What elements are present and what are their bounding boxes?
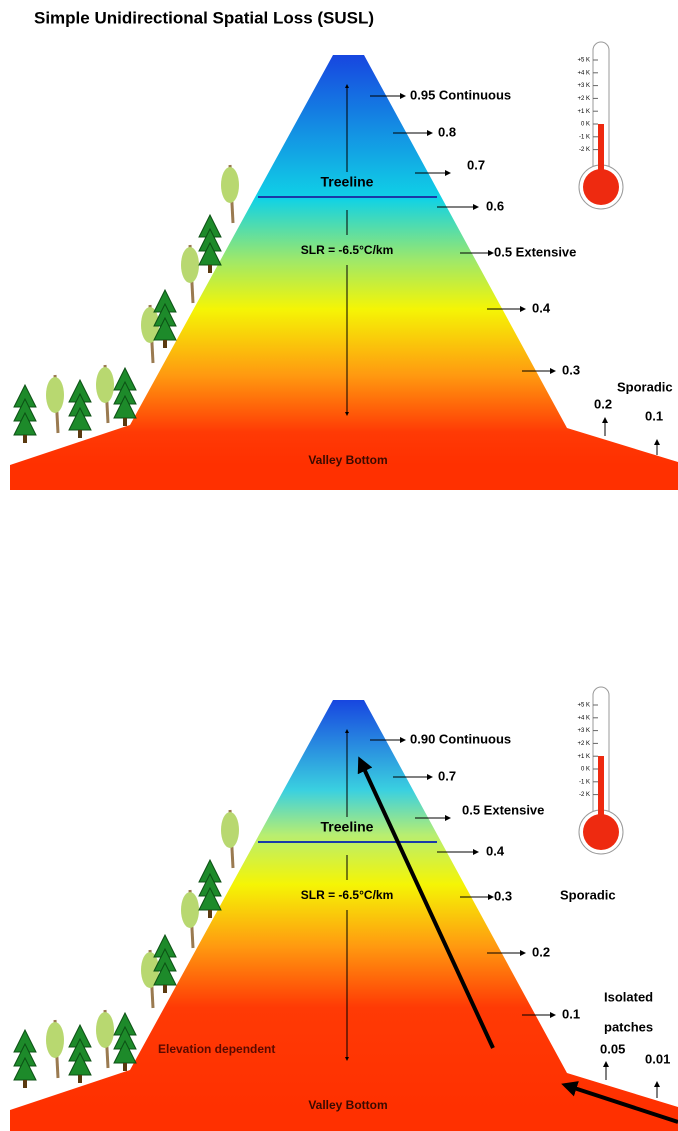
- pine-trunk: [163, 340, 167, 348]
- zone-label: 0.1: [645, 408, 663, 423]
- zone-label: 0.3: [562, 362, 580, 377]
- tree-leaves: [181, 892, 199, 928]
- pine-trunk: [78, 1075, 82, 1083]
- tree-leaves: [46, 1022, 64, 1058]
- pine-trunk: [123, 1063, 127, 1071]
- thermometer-label: 0 K: [581, 767, 590, 773]
- pine-trunk: [23, 1080, 27, 1088]
- thermometer-label: +4 K: [577, 715, 590, 721]
- thermometer-bulb: [583, 814, 619, 850]
- zone-label: 0.3: [494, 888, 512, 903]
- thermometer-label: +5 K: [577, 703, 590, 709]
- thermometer-label: -1 K: [579, 134, 590, 140]
- pine-trunk: [163, 985, 167, 993]
- zone-label: 0.2: [532, 944, 550, 959]
- thermometer-label: +1 K: [577, 754, 590, 760]
- valley-label: Valley Bottom: [308, 1098, 387, 1112]
- zone-label: Isolated: [604, 989, 653, 1004]
- valley-label: Valley Bottom: [308, 453, 387, 467]
- zone-label: 0.8: [438, 124, 456, 139]
- zone-label: Sporadic: [617, 379, 673, 394]
- pine-trunk: [123, 418, 127, 426]
- mountain: [10, 700, 678, 1131]
- pine-trunk: [78, 430, 82, 438]
- zone-label: 0.4: [532, 300, 551, 315]
- thermometer-label: +2 K: [577, 741, 590, 747]
- zone-label: 0.1: [562, 1006, 580, 1021]
- thermometer-label: -1 K: [579, 779, 590, 785]
- zone-label: 0.90 Continuous: [410, 731, 511, 746]
- treeline-label: Treeline: [321, 819, 374, 835]
- thermometer-label: +1 K: [577, 109, 590, 115]
- slr-label: SLR = -6.5°C/km: [301, 243, 394, 257]
- thermometer-label: 0 K: [581, 122, 590, 128]
- pine-trunk: [208, 265, 212, 273]
- tree-leaves: [96, 367, 114, 403]
- zone-label: 0.5 Extensive: [462, 802, 544, 817]
- treeline-label: Treeline: [321, 174, 374, 190]
- thermometer-label: +3 K: [577, 728, 590, 734]
- zone-label: 0.7: [438, 768, 456, 783]
- tree-leaves: [96, 1012, 114, 1048]
- zone-label: Sporadic: [560, 887, 616, 902]
- tree-leaves: [46, 377, 64, 413]
- zone-label: patches: [604, 1019, 653, 1034]
- tree-leaves: [181, 247, 199, 283]
- slr-label: SLR = -6.5°C/km: [301, 888, 394, 902]
- thermometer-label: +2 K: [577, 96, 590, 102]
- pine-trunk: [23, 435, 27, 443]
- title: Simple Unidirectional Spatial Loss (SUSL…: [34, 8, 374, 27]
- zone-label: 0.6: [486, 198, 504, 213]
- zone-label: 0.05: [600, 1041, 625, 1056]
- thermometer-label: -2 K: [579, 792, 590, 798]
- thermometer-label: -2 K: [579, 147, 590, 153]
- zone-label: 0.7: [467, 157, 485, 172]
- tree-leaves: [221, 812, 239, 848]
- diagram: Simple Unidirectional Spatial Loss (SUSL…: [0, 0, 678, 1131]
- thermometer-bulb: [583, 169, 619, 205]
- tree-leaves: [221, 167, 239, 203]
- zone-label: 0.5 Extensive: [494, 244, 576, 259]
- zone-label: 0.4: [486, 843, 505, 858]
- thermometer-label: +3 K: [577, 83, 590, 89]
- mountain: [10, 55, 678, 490]
- thermometer-label: +4 K: [577, 70, 590, 76]
- zone-label: 0.01: [645, 1051, 670, 1066]
- thermometer-label: +5 K: [577, 58, 590, 64]
- pine-trunk: [208, 910, 212, 918]
- elevation-label: Elevation dependent: [158, 1042, 275, 1056]
- zone-label: 0.2: [594, 396, 612, 411]
- zone-label: 0.95 Continuous: [410, 87, 511, 102]
